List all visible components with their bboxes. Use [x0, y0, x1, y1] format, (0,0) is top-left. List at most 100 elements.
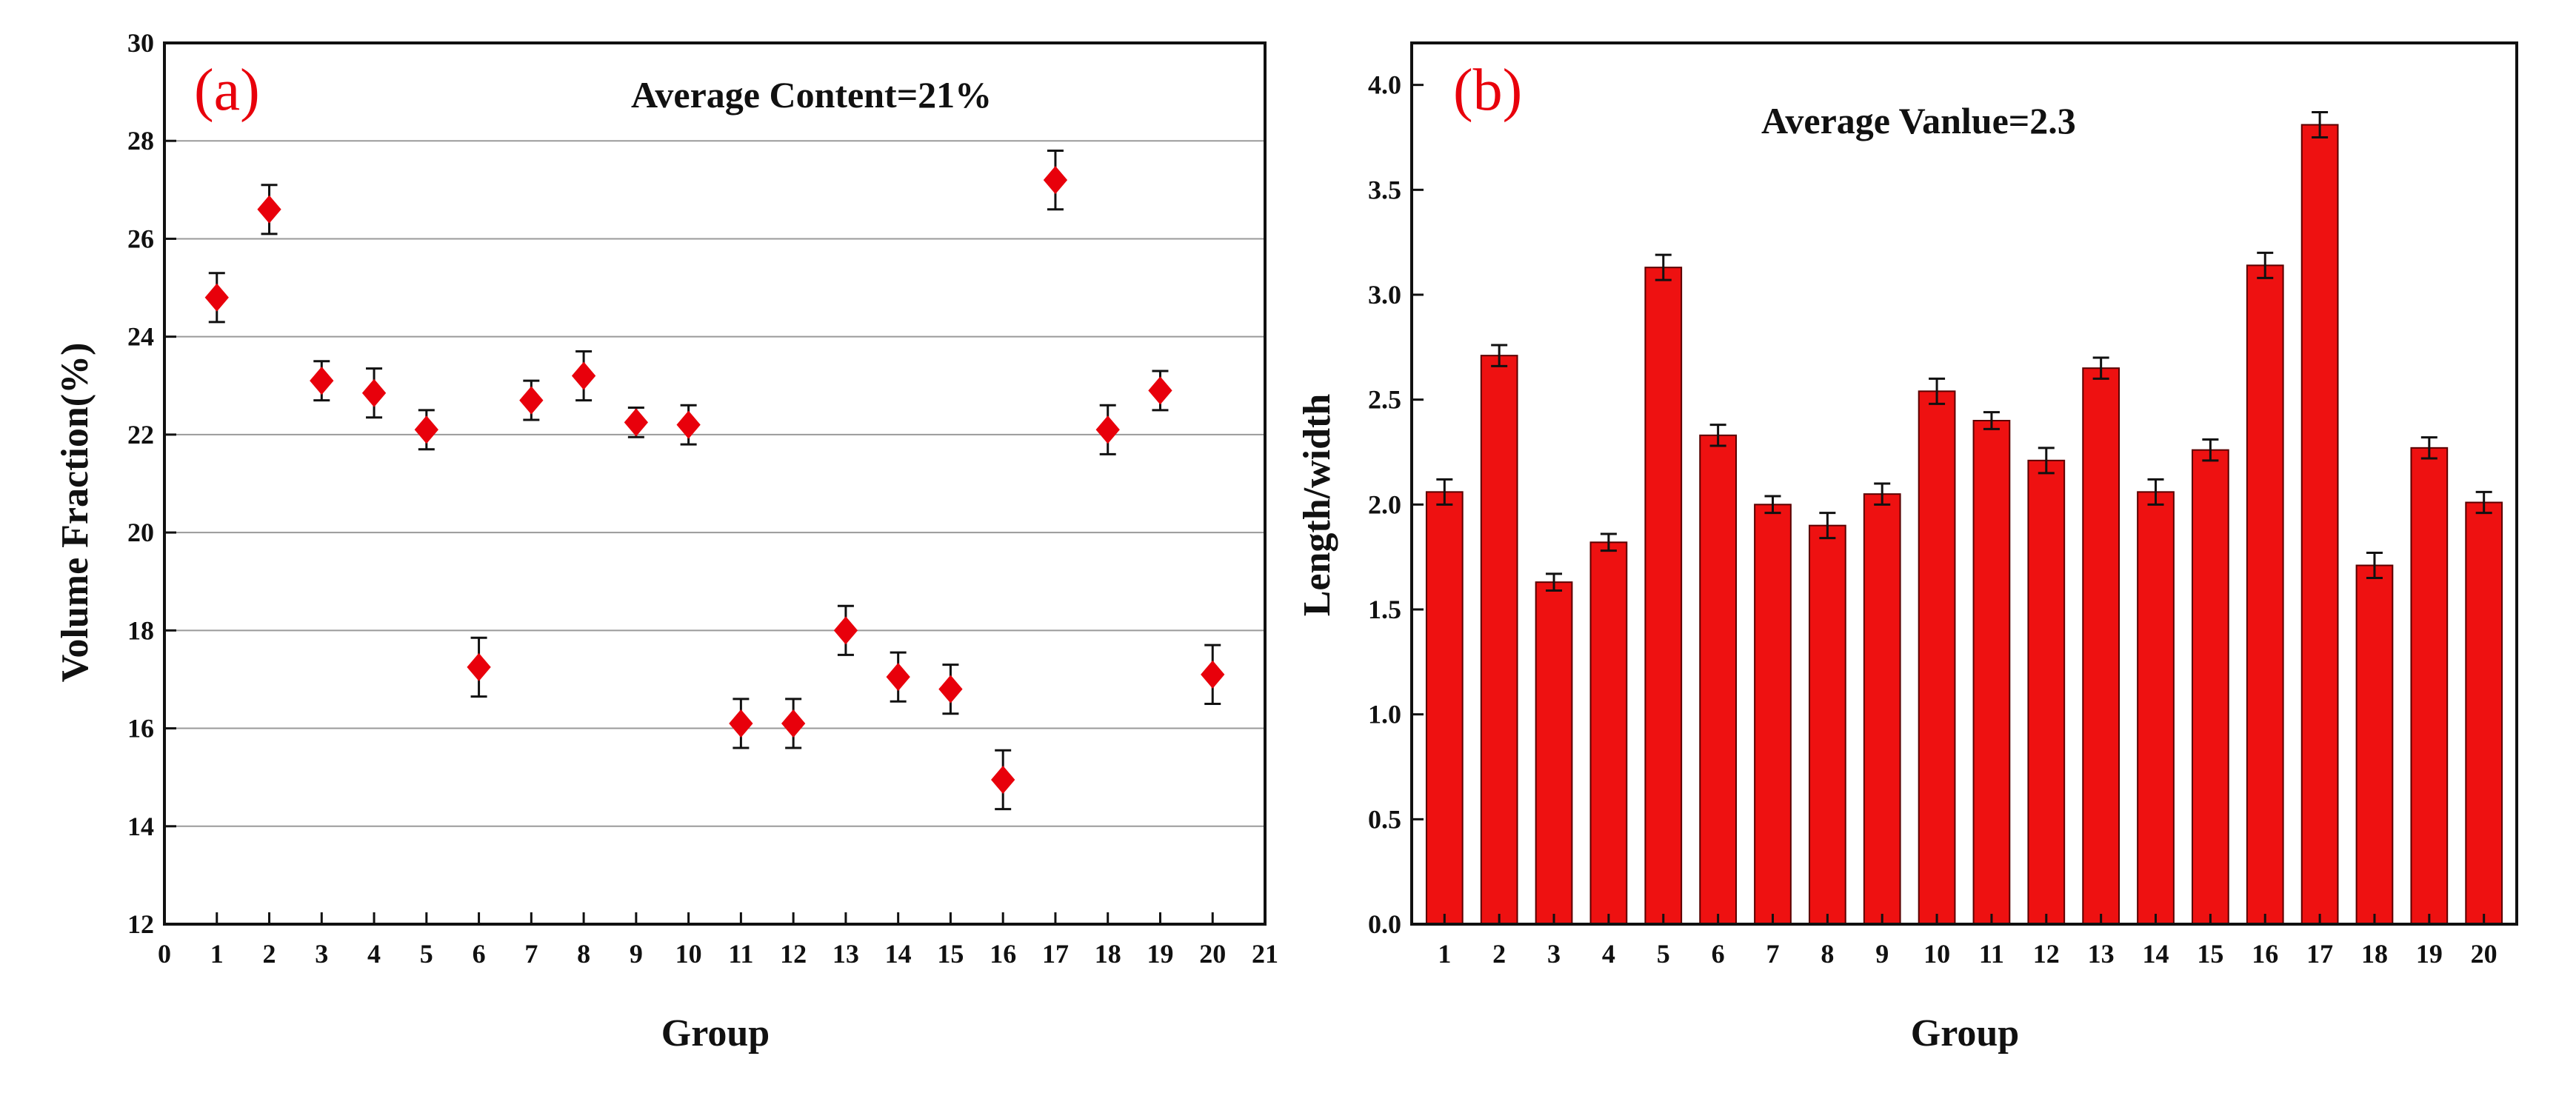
panel-a-point-group-14	[886, 651, 910, 703]
panel-b-bar-group-17	[2300, 111, 2339, 925]
panel-b-x-axis-title: Group	[1911, 1012, 2019, 1054]
panel-a-y-tick-label: 26	[127, 224, 154, 253]
panel-a-x-tick-label: 11	[728, 939, 753, 969]
panel-a-x-tick-label: 12	[780, 939, 807, 969]
panel-b-bar-group-20	[2465, 490, 2503, 925]
panel-a-data-point	[781, 709, 806, 738]
panel-a-y-tick-label: 24	[127, 322, 154, 352]
panel-a-data-point	[467, 652, 491, 681]
panel-a-data-point	[519, 386, 544, 415]
panel-b-bar	[2355, 564, 2394, 925]
panel-b-x-tick-label: 6	[1712, 939, 1725, 969]
panel-b-bar-group-3	[1535, 572, 1573, 926]
panel-b-x-tick-label: 2	[1492, 939, 1506, 969]
panel-b-ticks: 0.00.51.01.52.02.53.03.54.01 2 3 4 5 6 7 8 9 10 11…	[1368, 70, 2497, 969]
panel-b-y-tick-label: 0.5	[1368, 804, 1401, 834]
panel-b-plot-frame	[1410, 41, 2518, 926]
panel-a-point-group-2	[257, 184, 281, 235]
panel-a-plot-frame	[163, 41, 1267, 926]
panel-a-data-point	[257, 195, 281, 224]
panel-a-point-group-17	[1043, 149, 1068, 211]
panel-b-bar-group-18	[2355, 552, 2394, 925]
panel-b-bar	[1754, 504, 1792, 925]
panel-b-x-tick-label: 14	[2143, 939, 2169, 969]
panel-a-x-tick-label: 16	[990, 939, 1016, 969]
panel-a-data-point	[886, 663, 910, 692]
panel-b-x-tick-label: 15	[2197, 939, 2223, 969]
panel-b-bar	[2410, 447, 2449, 925]
panel-b-bar	[2246, 264, 2284, 926]
panel-b-bar-group-16	[2246, 251, 2284, 926]
panel-a-data-points	[204, 149, 1225, 811]
panel-a-point-group-12	[781, 698, 806, 749]
panel-a-x-tick-label: 18	[1095, 939, 1121, 969]
panel-b-x-tick-label: 13	[2088, 939, 2115, 969]
panel-b-annotation: Average Vanlue=2.3	[1761, 100, 2076, 141]
panel-a-x-tick-label: 8	[577, 939, 590, 969]
panel-a-x-tick-label: 0	[158, 939, 171, 969]
panel-b-bar	[2465, 501, 2503, 925]
panel-a-data-point	[310, 367, 334, 395]
panel-a-data-point	[414, 415, 438, 444]
panel-b-x-tick-label: 18	[2361, 939, 2388, 969]
panel-b-x-tick-label: 4	[1602, 939, 1615, 969]
panel-a-y-axis-title: Volume Fraction(%)	[54, 343, 96, 683]
panel-a-annotation: Average Content=21%	[631, 74, 992, 116]
panel-b-x-tick-label: 19	[2416, 939, 2443, 969]
panel-b-bar-group-2	[1480, 344, 1518, 925]
panel-b-y-tick-label: 1.5	[1368, 595, 1401, 624]
panel-a-x-tick-label: 9	[630, 939, 643, 969]
panel-a-data-point	[1095, 415, 1120, 444]
panel-a-x-tick-label: 13	[832, 939, 859, 969]
panel-a-point-group-10	[676, 404, 701, 446]
panel-b-bar	[1972, 420, 2011, 925]
panel-a-y-tick-label: 12	[127, 909, 154, 939]
panel-b-bar	[2137, 491, 2175, 925]
panel-a-point-group-3	[310, 360, 334, 402]
panel-b-bar	[1480, 355, 1518, 925]
panel-b-x-tick-label: 8	[1821, 939, 1834, 969]
panel-a-point-group-16	[991, 749, 1015, 811]
panel-b-bar-group-11	[1972, 411, 2011, 925]
panel-a-data-point	[676, 410, 701, 439]
panel-b-bar-group-9	[1863, 482, 1901, 925]
panel-a-x-tick-label: 15	[937, 939, 964, 969]
panel-b-x-tick-label: 17	[2306, 939, 2333, 969]
panel-b-y-tick-label: 3.0	[1368, 280, 1401, 310]
panel-a-x-tick-label: 4	[367, 939, 381, 969]
panel-a-x-tick-label: 3	[315, 939, 328, 969]
panel-a-data-point	[204, 283, 229, 312]
panel-a-data-point	[361, 378, 387, 407]
panel-b-bars	[1425, 111, 2503, 926]
panel-b-bar-group-5	[1644, 253, 1683, 925]
panel-b-bar	[1589, 541, 1628, 925]
panel-b-bar-group-7	[1754, 495, 1792, 925]
panel-a-point-group-8	[571, 350, 596, 402]
panel-a-y-tick-label: 14	[127, 812, 154, 841]
panel-b-bar	[1535, 581, 1573, 926]
panel-b-y-tick-label: 0.0	[1368, 909, 1401, 939]
panel-a-data-point	[571, 361, 596, 390]
panel-b-bar-group-10	[1918, 377, 1956, 925]
panel-a-data-point	[1148, 376, 1172, 405]
panel-a-data-point	[833, 616, 858, 645]
panel-a-label: (a)	[194, 58, 260, 123]
panel-b-x-tick-label: 20	[2471, 939, 2497, 969]
panel-a-point-group-18	[1095, 404, 1120, 455]
panel-a-x-tick-label: 5	[420, 939, 433, 969]
panel-a-point-group-11	[729, 698, 753, 749]
panel-a-point-group-13	[833, 604, 858, 656]
panel-a-x-tick-label: 17	[1042, 939, 1069, 969]
panel-a-point-group-20	[1201, 644, 1225, 705]
panel-b-x-tick-label: 11	[1979, 939, 2004, 969]
panel-a-y-tick-label: 18	[127, 615, 154, 645]
panel-b-x-tick-label: 10	[1923, 939, 1950, 969]
panel-a-y-tick-label: 20	[127, 518, 154, 547]
panel-b-bar-group-15	[2192, 438, 2229, 925]
panel-b-y-tick-label: 4.0	[1368, 70, 1401, 100]
panel-a-point-group-6	[467, 636, 491, 698]
panel-b-y-tick-label: 3.5	[1368, 175, 1401, 204]
panel-b-x-tick-label: 12	[2033, 939, 2060, 969]
